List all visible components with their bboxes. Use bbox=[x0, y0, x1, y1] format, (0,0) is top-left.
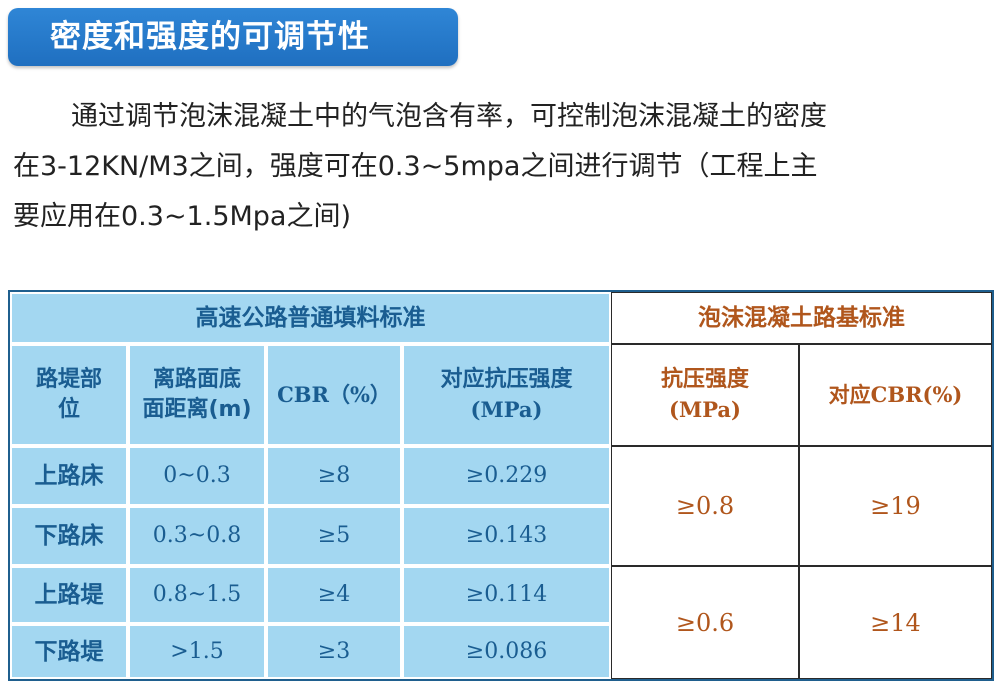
row-position: 上路床 bbox=[10, 446, 128, 506]
foam-strength-value: ≥0.8 bbox=[611, 446, 799, 566]
row-position: 上路堤 bbox=[10, 566, 128, 624]
row-depth: >1.5 bbox=[128, 624, 266, 679]
foam-strength-value: ≥0.6 bbox=[611, 566, 799, 679]
row-position: 下路床 bbox=[10, 506, 128, 566]
header-position: 路堤部位 bbox=[10, 344, 128, 446]
section-title: 密度和强度的可调节性 bbox=[50, 19, 370, 55]
header-foam-strength: 抗压强度 (MPa) bbox=[611, 344, 799, 446]
row-cbr: ≥4 bbox=[266, 566, 402, 624]
section-banner: 密度和强度的可调节性 bbox=[8, 8, 458, 66]
paragraph-line: 要应用在0.3~1.5Mpa之间) bbox=[13, 201, 352, 232]
row-position: 下路堤 bbox=[10, 624, 128, 679]
row-strength: ≥0.086 bbox=[402, 624, 611, 679]
row-depth: 0.3~0.8 bbox=[128, 506, 266, 566]
header-cbr: CBR（%） bbox=[266, 344, 402, 446]
row-cbr: ≥3 bbox=[266, 624, 402, 679]
row-strength: ≥0.229 bbox=[402, 446, 611, 506]
row-strength: ≥0.114 bbox=[402, 566, 611, 624]
row-cbr: ≥8 bbox=[266, 446, 402, 506]
header-depth: 离路面底 面距离(m) bbox=[128, 344, 266, 446]
paragraph-line: 通过调节泡沫混凝土中的气泡含有率，可控制泡沫混凝土的密度 bbox=[71, 101, 827, 132]
header-strength: 对应抗压强度 (MPa) bbox=[402, 344, 611, 446]
highway-standard-title: 高速公路普通填料标准 bbox=[10, 292, 611, 344]
header-foam-cbr: 对应CBR(%) bbox=[799, 344, 992, 446]
description-paragraph: 通过调节泡沫混凝土中的气泡含有率，可控制泡沫混凝土的密度 在3-12KN/M3之… bbox=[13, 92, 993, 242]
foam-standard-title: 泡沫混凝土路基标准 bbox=[611, 292, 992, 344]
foam-cbr-value: ≥14 bbox=[799, 566, 992, 679]
paragraph-line: 在3-12KN/M3之间，强度可在0.3~5mpa之间进行调节（工程上主 bbox=[13, 151, 818, 182]
foam-cbr-value: ≥19 bbox=[799, 446, 992, 566]
row-depth: 0.8~1.5 bbox=[128, 566, 266, 624]
row-cbr: ≥5 bbox=[266, 506, 402, 566]
standards-table: 高速公路普通填料标准 路堤部位 离路面底 面距离(m) CBR（%） 对应抗压强度… bbox=[8, 290, 994, 681]
row-depth: 0~0.3 bbox=[128, 446, 266, 506]
row-strength: ≥0.143 bbox=[402, 506, 611, 566]
